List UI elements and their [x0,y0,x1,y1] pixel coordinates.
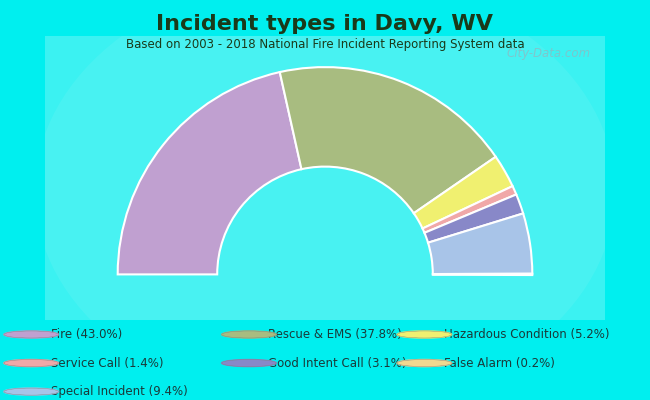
Circle shape [222,360,276,366]
Wedge shape [414,157,513,228]
Circle shape [4,360,58,366]
Wedge shape [428,214,532,274]
Ellipse shape [35,0,615,400]
Circle shape [222,331,276,338]
Circle shape [4,331,58,338]
Wedge shape [433,274,532,275]
Text: Fire (43.0%): Fire (43.0%) [51,328,122,341]
Text: City-Data.com: City-Data.com [507,47,591,60]
Text: Special Incident (9.4%): Special Incident (9.4%) [51,385,187,398]
Circle shape [4,388,58,395]
Text: Hazardous Condition (5.2%): Hazardous Condition (5.2%) [444,328,610,341]
Text: Service Call (1.4%): Service Call (1.4%) [51,356,163,370]
Text: False Alarm (0.2%): False Alarm (0.2%) [444,356,555,370]
Wedge shape [280,67,496,213]
Wedge shape [422,186,516,233]
Wedge shape [424,194,523,243]
Text: Incident types in Davy, WV: Incident types in Davy, WV [157,14,493,34]
Text: Based on 2003 - 2018 National Fire Incident Reporting System data: Based on 2003 - 2018 National Fire Incid… [125,38,525,51]
Circle shape [397,331,452,338]
Wedge shape [118,72,302,274]
Text: Rescue & EMS (37.8%): Rescue & EMS (37.8%) [268,328,402,341]
Text: Good Intent Call (3.1%): Good Intent Call (3.1%) [268,356,407,370]
Circle shape [397,360,452,366]
